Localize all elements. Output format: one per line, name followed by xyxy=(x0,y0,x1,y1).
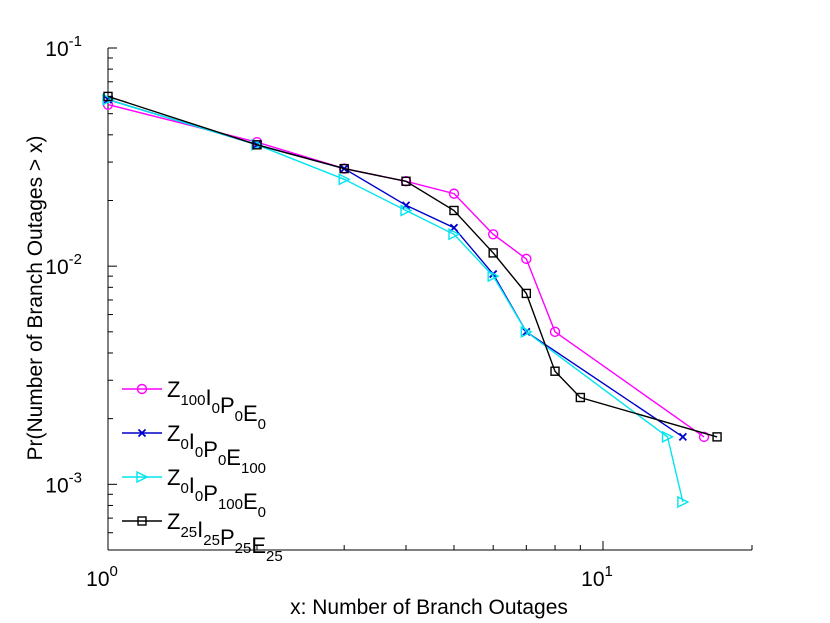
data-point xyxy=(137,516,147,526)
series-line xyxy=(107,103,705,438)
data-point xyxy=(339,163,349,174)
x-tick-label: 100 xyxy=(86,563,118,591)
data-point xyxy=(521,253,532,265)
data-point xyxy=(136,470,149,484)
data-point xyxy=(661,430,675,444)
y-axis-title: Pr(Number of Branch Outages > x) xyxy=(24,135,47,460)
series-line xyxy=(107,95,718,438)
data-point xyxy=(678,432,688,442)
data-point xyxy=(137,428,147,438)
data-point xyxy=(448,188,460,199)
data-point xyxy=(136,383,148,395)
series-line xyxy=(107,98,684,503)
series-2 xyxy=(103,95,688,442)
data-point xyxy=(520,325,533,338)
x-tick-labels: 100 101 xyxy=(86,563,613,591)
series-1 xyxy=(102,99,710,443)
legend-entry: Z25I25P25E25 xyxy=(122,509,283,565)
data-point xyxy=(400,204,413,217)
series-lines xyxy=(102,91,722,509)
y-tick-labels: 10-3 10-2 10-1 xyxy=(45,33,82,497)
x-axis-title: x: Number of Branch Outages xyxy=(290,596,568,619)
legend-label: Z100I0P0E0 xyxy=(167,377,266,433)
legend-label: Z25I25P25E25 xyxy=(167,509,283,565)
data-point xyxy=(487,270,500,283)
data-point xyxy=(521,288,532,299)
data-point xyxy=(338,173,351,186)
data-point xyxy=(449,205,459,216)
data-point xyxy=(698,431,710,443)
data-point xyxy=(488,248,498,258)
data-point xyxy=(103,91,113,102)
data-point xyxy=(549,326,561,338)
series-line xyxy=(107,98,684,438)
data-point xyxy=(448,228,461,241)
x-tick-label: 101 xyxy=(581,563,613,591)
series-4 xyxy=(103,91,722,442)
y-tick-label: 10-1 xyxy=(45,33,82,61)
legend: Z100I0P0E0Z0I0P0E100Z0I0P100E0Z25I25P25E… xyxy=(122,377,283,565)
data-point xyxy=(712,432,722,442)
y-tick-label: 10-3 xyxy=(45,469,82,497)
legend-label: Z0I0P100E0 xyxy=(167,465,266,521)
y-tick-label: 10-2 xyxy=(45,251,82,279)
data-point xyxy=(487,229,499,240)
data-point xyxy=(575,392,586,403)
data-point xyxy=(401,176,411,186)
data-point xyxy=(677,495,690,509)
data-point xyxy=(550,366,560,376)
data-point xyxy=(251,138,264,151)
legend-label: Z0I0P0E100 xyxy=(167,421,266,477)
legend-entry: Z100I0P0E0 xyxy=(122,377,266,433)
data-point xyxy=(401,201,411,210)
plot-frame xyxy=(107,47,753,551)
legend-entry: Z0I0P0E100 xyxy=(122,421,266,477)
legend-entry: Z0I0P100E0 xyxy=(122,465,266,521)
data-point xyxy=(252,140,262,150)
